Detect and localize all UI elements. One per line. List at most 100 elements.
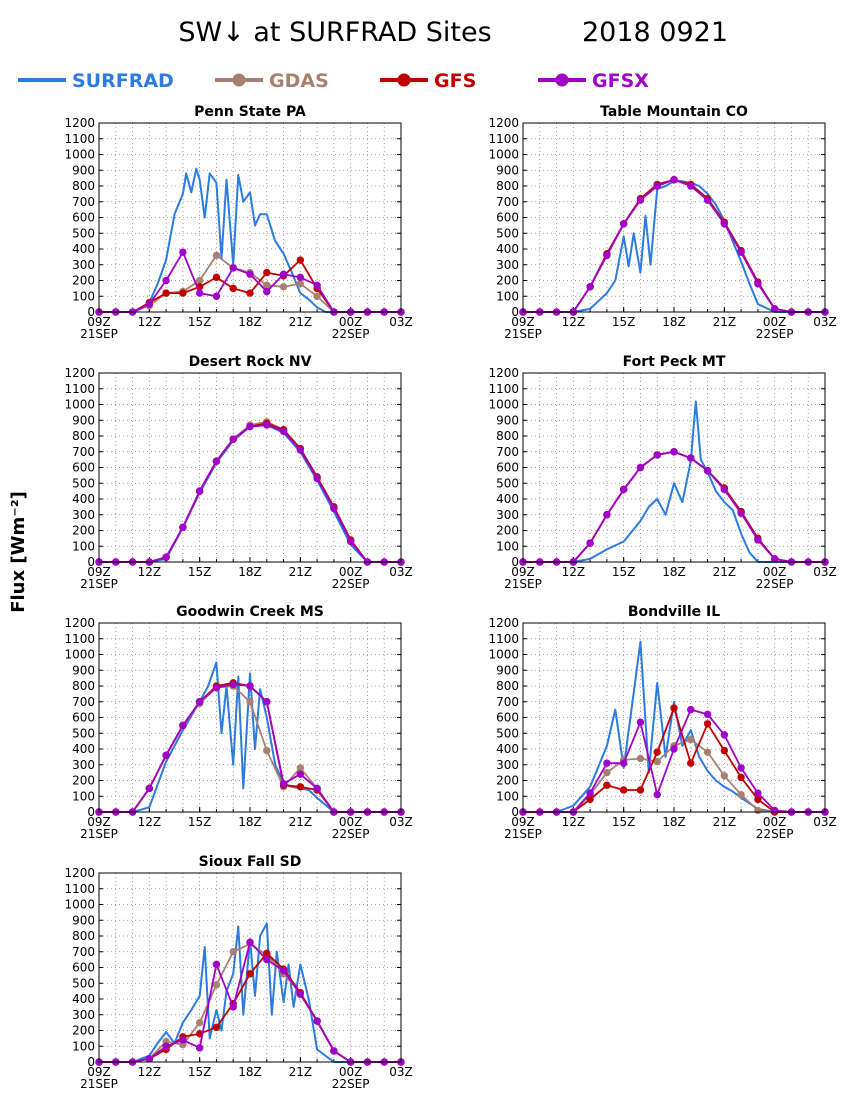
data-point (296, 279, 305, 288)
data-point (212, 292, 221, 300)
plot-frame (98, 622, 402, 813)
y-tick-label: 400 (496, 742, 519, 756)
y-tick-label: 500 (72, 226, 95, 240)
data-point (162, 553, 170, 561)
data-point (754, 536, 762, 544)
y-tick-label: 200 (72, 1024, 95, 1038)
y-tick-label: 600 (496, 461, 519, 475)
x-tick-label: 22SEP (332, 327, 370, 341)
data-point (229, 284, 237, 293)
x-tick-label: 03Z (813, 815, 837, 829)
x-tick-label: 15Z (188, 315, 212, 329)
data-point (703, 196, 712, 204)
legend-label: GFS (434, 70, 476, 92)
series-gfsx (519, 448, 829, 566)
x-tick-label: 22SEP (332, 577, 370, 591)
data-point (653, 182, 661, 190)
y-tick-label: 100 (72, 289, 95, 303)
data-point (636, 718, 645, 726)
data-point (770, 555, 779, 563)
data-point (229, 1003, 237, 1011)
y-tick-label: 100 (496, 789, 519, 803)
data-point (263, 746, 271, 755)
y-tick-label: 500 (496, 476, 519, 490)
y-tick-label: 500 (72, 726, 95, 740)
legend-item-surfrad: SURFRAD (18, 70, 174, 92)
x-tick-label: 21Z (713, 815, 737, 829)
data-point (653, 757, 661, 766)
data-point (246, 422, 254, 431)
x-tick-label: 12Z (562, 565, 586, 579)
y-tick-label: 500 (72, 976, 95, 990)
data-point (313, 474, 321, 483)
series-gdas (519, 448, 829, 566)
data-point (246, 682, 254, 690)
data-point (162, 289, 170, 297)
grid (99, 623, 401, 812)
y-tick-label: 1100 (64, 132, 95, 146)
data-point (687, 735, 695, 744)
data-point (754, 806, 762, 815)
x-tick-label: 12Z (562, 815, 586, 829)
y-tick-label: 600 (72, 961, 95, 975)
plot-frame (522, 122, 826, 313)
data-point (195, 1044, 204, 1052)
y-tick-label: 600 (496, 711, 519, 725)
data-point (737, 790, 745, 799)
legend-label: SURFRAD (72, 70, 174, 92)
data-point (212, 251, 221, 260)
data-point (263, 698, 271, 706)
y-tick-label: 1000 (64, 648, 95, 662)
x-tick-label: 12Z (138, 1065, 162, 1079)
x-tick-label: 22SEP (756, 827, 794, 841)
data-point (296, 446, 305, 454)
figure-date: 2018 0921 (582, 17, 728, 48)
data-point (603, 759, 611, 767)
data-point (212, 981, 221, 989)
data-point (296, 273, 305, 282)
y-tick-label: 300 (496, 508, 519, 522)
y-tick-label: 400 (72, 992, 95, 1006)
x-tick-label: 15Z (188, 1065, 212, 1079)
x-tick-label: 09Z (511, 565, 535, 579)
panels: Penn State PA010020030040050060070080090… (64, 104, 836, 1091)
data-point (195, 1018, 204, 1027)
y-tick-label: 200 (72, 274, 95, 288)
data-point (296, 990, 305, 998)
y-tick-label: 100 (72, 789, 95, 803)
x-tick-label: 18Z (238, 1065, 262, 1079)
x-tick-label: 00Z (339, 1065, 363, 1079)
data-point (720, 772, 729, 780)
y-tick-label: 400 (72, 492, 95, 506)
y-tick-label: 1100 (488, 132, 519, 146)
x-tick-label: 22SEP (756, 577, 794, 591)
y-tick-label: 300 (72, 258, 95, 272)
series-gfsx (519, 176, 829, 316)
panel-5: Goodwin Creek MS010020030040050060070080… (64, 604, 412, 841)
panel-4: Fort Peck MT0100200300400500600700800900… (488, 354, 836, 591)
data-point (179, 721, 187, 730)
legend-item-gdas: GDAS (215, 70, 329, 92)
series-gdas (95, 940, 405, 1066)
y-tick-label: 800 (72, 179, 95, 193)
grid (99, 873, 401, 1062)
y-tick-label: 800 (496, 679, 519, 693)
x-tick-label: 21Z (289, 815, 313, 829)
data-point (162, 751, 170, 759)
data-point (195, 289, 204, 297)
x-tick-label: 03Z (389, 565, 413, 579)
x-tick-label: 21SEP (504, 577, 542, 591)
y-tick-label: 1000 (64, 148, 95, 162)
data-point (162, 1042, 170, 1050)
x-tick-label: 22SEP (756, 327, 794, 341)
x-tick-label: 15Z (612, 565, 636, 579)
x-tick-label: 09Z (87, 315, 111, 329)
data-point (653, 748, 661, 756)
y-tick-label: 700 (72, 945, 95, 959)
y-tick-label: 900 (72, 913, 95, 927)
x-tick-label: 09Z (87, 565, 111, 579)
data-point (162, 276, 170, 285)
